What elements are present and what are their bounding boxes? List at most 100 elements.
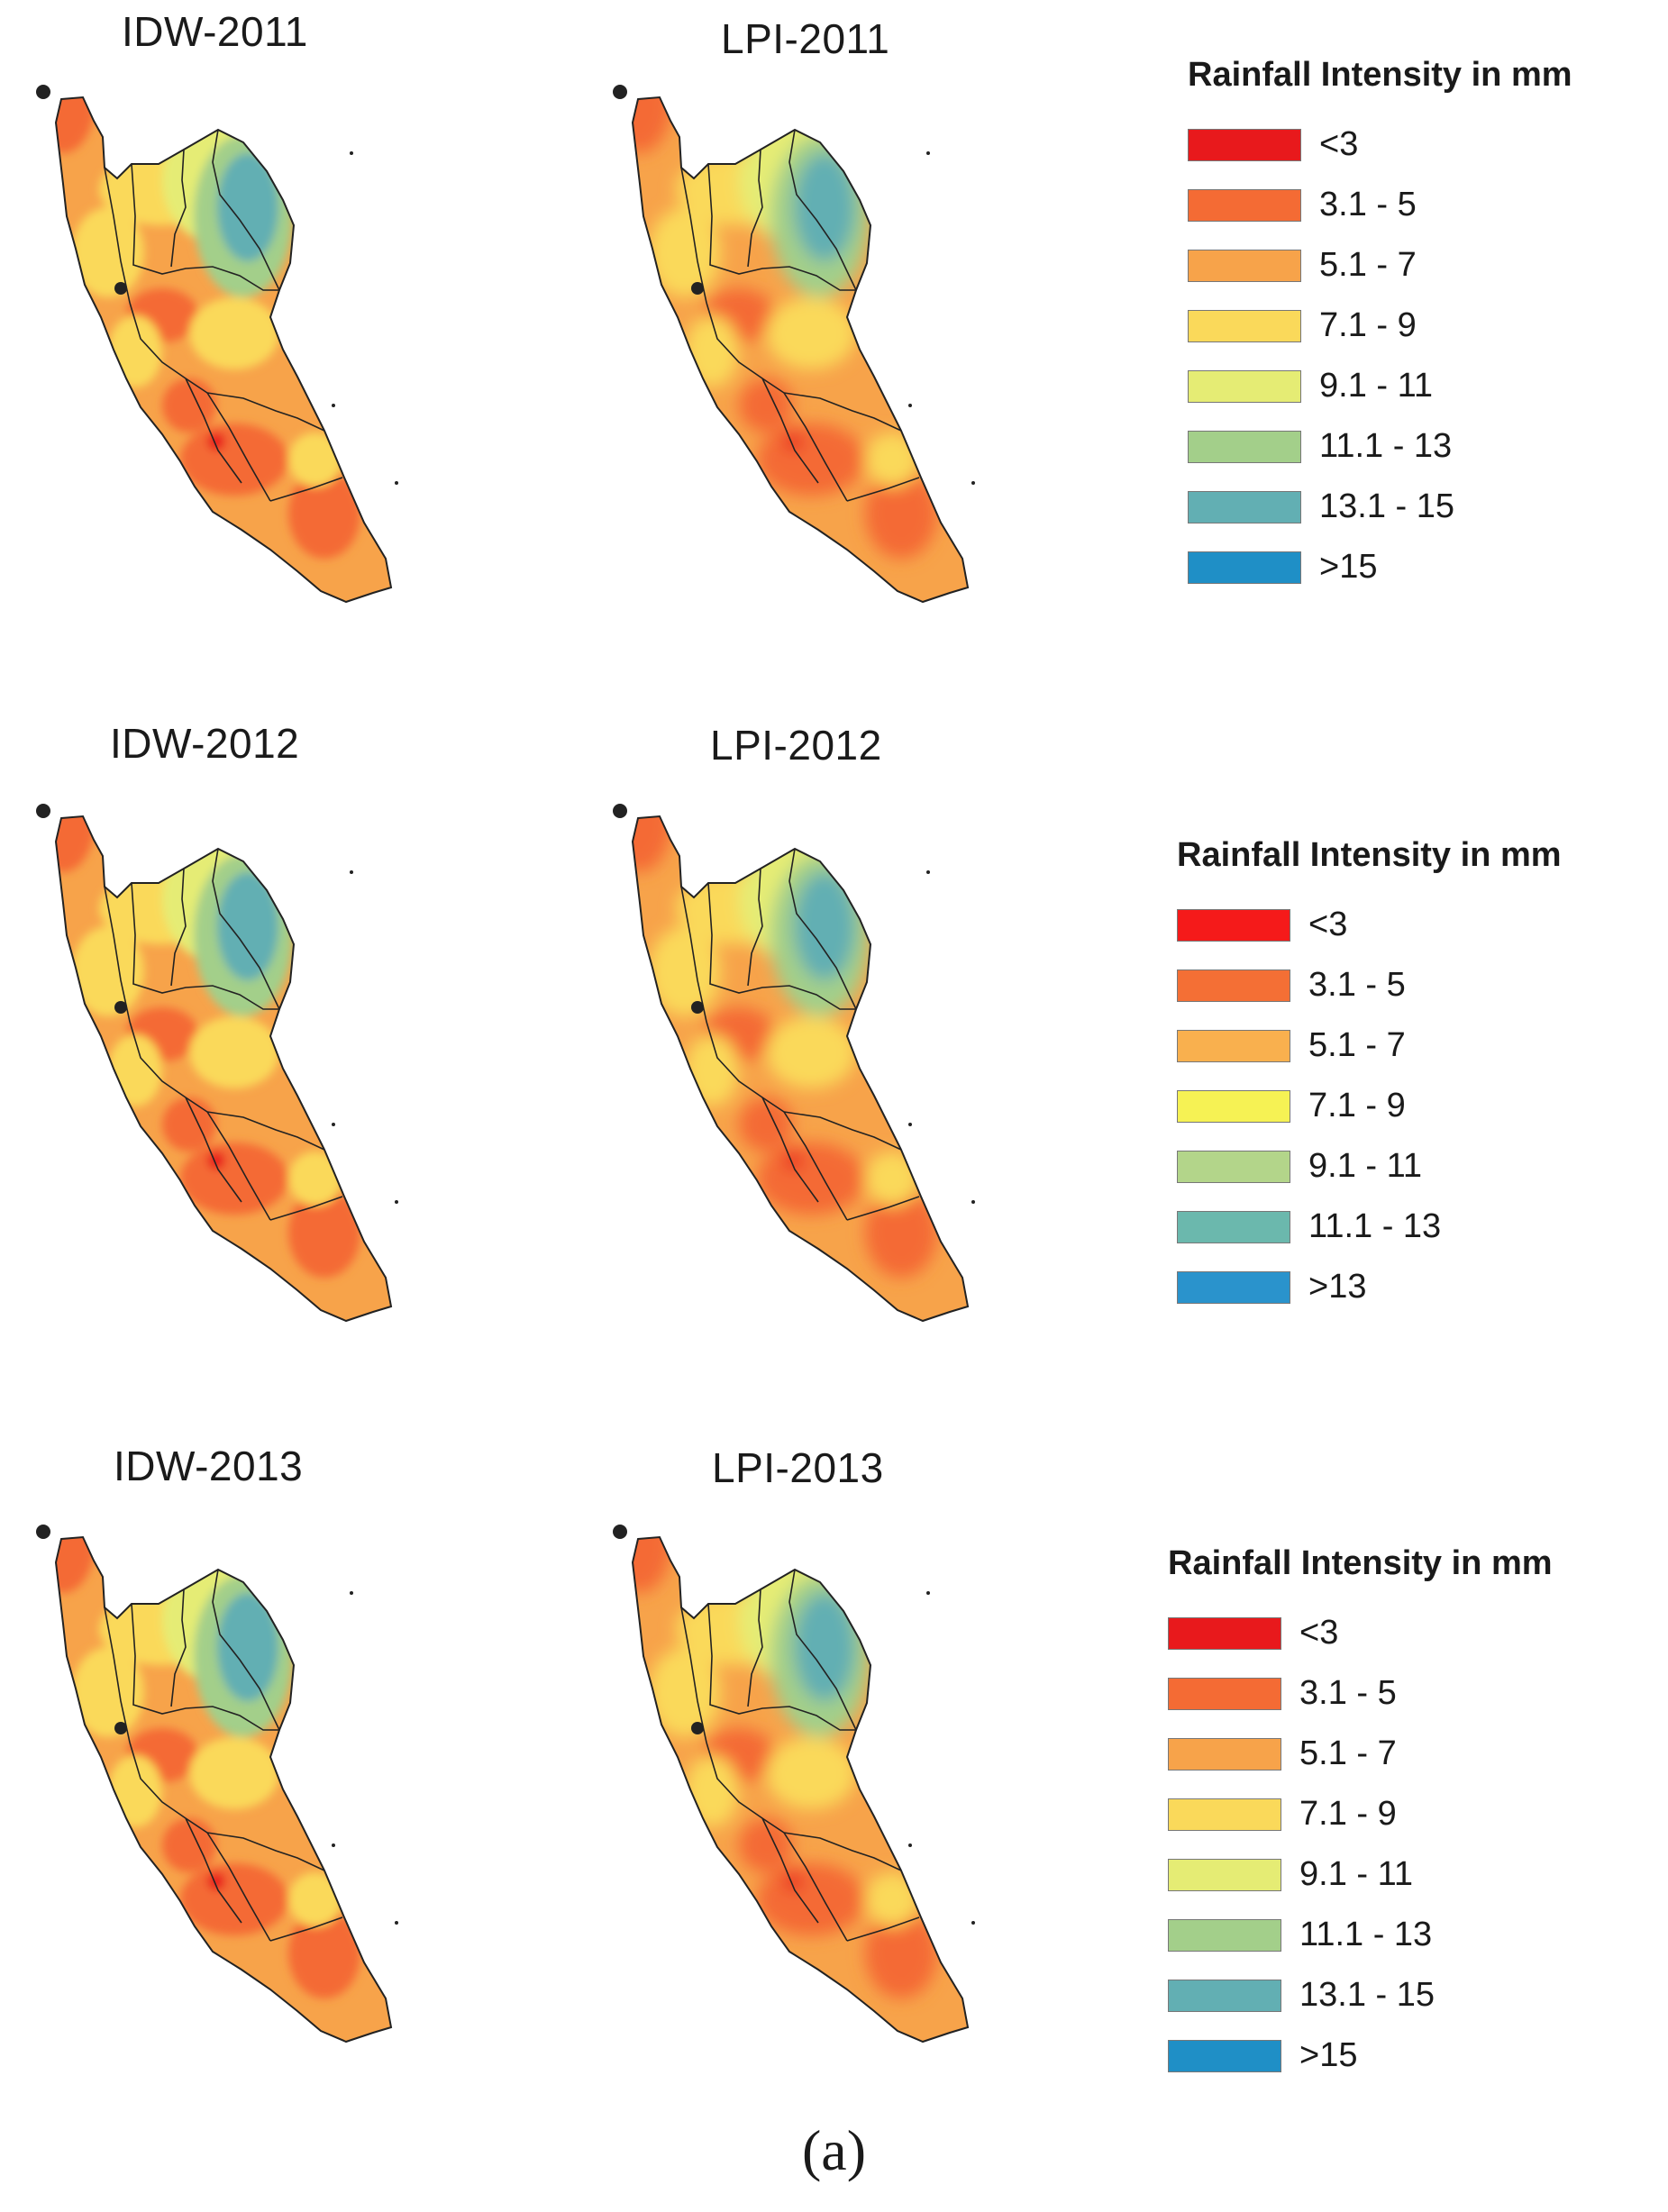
legend-swatch <box>1188 430 1301 463</box>
panel-title-idw-2013: IDW-2013 <box>114 1443 304 1489</box>
state-boundary <box>104 1607 131 1743</box>
legend-swatch <box>1177 1210 1290 1243</box>
legend-item: 11.1 - 13 <box>1188 416 1572 477</box>
state-boundary <box>788 129 857 291</box>
legend-item: 5.1 - 7 <box>1177 1015 1562 1076</box>
state-boundary <box>129 1021 208 1113</box>
state-boundary <box>846 1196 920 1221</box>
panel-title-lpi-2011: LPI-2011 <box>721 15 890 62</box>
legend-item: 3.1 - 5 <box>1177 955 1562 1015</box>
island <box>350 870 353 874</box>
state-boundary <box>131 163 279 291</box>
legend-label: 5.1 - 7 <box>1299 1734 1397 1772</box>
state-boundary <box>129 302 208 394</box>
legend-label: 3.1 - 5 <box>1319 186 1417 223</box>
legend-label: 7.1 - 9 <box>1299 1795 1397 1833</box>
legend-swatch <box>1188 128 1301 161</box>
state-boundary <box>706 1021 785 1113</box>
map-lpi-2013 <box>613 1525 975 2044</box>
legend-swatch <box>1177 1089 1290 1123</box>
state-boundary <box>761 1097 819 1203</box>
legend-swatch <box>1177 1270 1290 1304</box>
island <box>332 1843 335 1847</box>
legend-label: 5.1 - 7 <box>1319 246 1417 284</box>
rainfall-surface <box>56 816 391 1321</box>
legend-item: >15 <box>1188 537 1572 597</box>
map-lpi-2011 <box>613 85 975 604</box>
state-boundary <box>185 378 242 484</box>
state-boundary <box>170 868 187 987</box>
legend-swatch <box>1177 908 1290 942</box>
state-boundary <box>706 1742 785 1834</box>
state-boundary <box>706 302 785 394</box>
legend-swatch <box>1177 1029 1290 1062</box>
state-boundary <box>131 1603 279 1731</box>
island <box>926 1591 930 1595</box>
island <box>971 1921 975 1925</box>
state-boundary <box>206 1111 325 1151</box>
state-boundary <box>783 1832 902 1871</box>
legend-swatch <box>1168 1979 1281 2012</box>
state-boundary <box>104 886 131 1023</box>
legend-swatch <box>1168 1798 1281 1831</box>
state-boundary <box>761 1817 819 1924</box>
island <box>613 1525 627 1539</box>
rainfall-surface <box>633 1537 968 2042</box>
legend-item: 7.1 - 9 <box>1177 1076 1562 1136</box>
state-boundary <box>206 392 271 502</box>
legend-label: >13 <box>1308 1268 1367 1306</box>
state-boundary <box>131 882 279 1010</box>
legend-swatch <box>1188 490 1301 523</box>
map-idw-2011 <box>36 85 398 604</box>
state-boundary <box>269 477 343 502</box>
state-boundary <box>206 1832 325 1871</box>
state-boundary <box>783 1832 848 1942</box>
island <box>114 282 127 295</box>
legend-label: >15 <box>1319 548 1378 586</box>
legend-swatch <box>1188 188 1301 222</box>
island <box>350 1591 353 1595</box>
state-boundary <box>269 1916 343 1942</box>
legend-item: 11.1 - 13 <box>1168 1905 1553 1965</box>
peninsula-outline <box>631 96 970 604</box>
legend-label: <3 <box>1308 906 1348 943</box>
state-boundary <box>747 868 763 987</box>
peninsula-outline <box>54 815 393 1323</box>
island <box>114 1001 127 1014</box>
rainfall-surface <box>633 97 968 602</box>
island <box>395 1921 398 1925</box>
legend-label: 11.1 - 13 <box>1299 1916 1433 1953</box>
legend-item: <3 <box>1188 114 1572 175</box>
legend-swatch <box>1168 1677 1281 1710</box>
peninsula-outline <box>54 1535 393 2044</box>
island <box>971 481 975 485</box>
island <box>395 1200 398 1204</box>
legend-2012: Rainfall Intensity in mm <3 3.1 - 5 5.1 - … <box>1177 836 1562 1317</box>
peninsula-outline <box>54 96 393 604</box>
legend-item: 3.1 - 5 <box>1188 175 1572 235</box>
state-boundary <box>761 378 819 484</box>
state-boundary <box>783 1111 902 1151</box>
legend-label: 9.1 - 11 <box>1319 367 1434 405</box>
state-boundary <box>788 848 857 1010</box>
state-boundary <box>680 886 707 1023</box>
state-boundary <box>212 129 280 291</box>
legend-swatch <box>1168 1858 1281 1891</box>
state-boundary <box>846 1916 920 1942</box>
state-boundary <box>185 1817 242 1924</box>
island <box>36 1525 50 1539</box>
legend-swatch <box>1168 1737 1281 1771</box>
state-boundary <box>206 1111 271 1221</box>
legend-item: 7.1 - 9 <box>1168 1784 1553 1844</box>
legend-label: 3.1 - 5 <box>1299 1674 1397 1712</box>
legend-swatch <box>1168 2039 1281 2072</box>
state-boundary <box>783 392 902 432</box>
legend-label: >15 <box>1299 2036 1358 2074</box>
legend-swatch <box>1168 1918 1281 1952</box>
island <box>908 1123 912 1126</box>
legend-label: 11.1 - 13 <box>1308 1207 1442 1245</box>
rainfall-surface <box>56 1537 391 2042</box>
map-lpi-2012 <box>613 804 975 1323</box>
rainfall-surface <box>633 816 968 1321</box>
island <box>332 404 335 407</box>
